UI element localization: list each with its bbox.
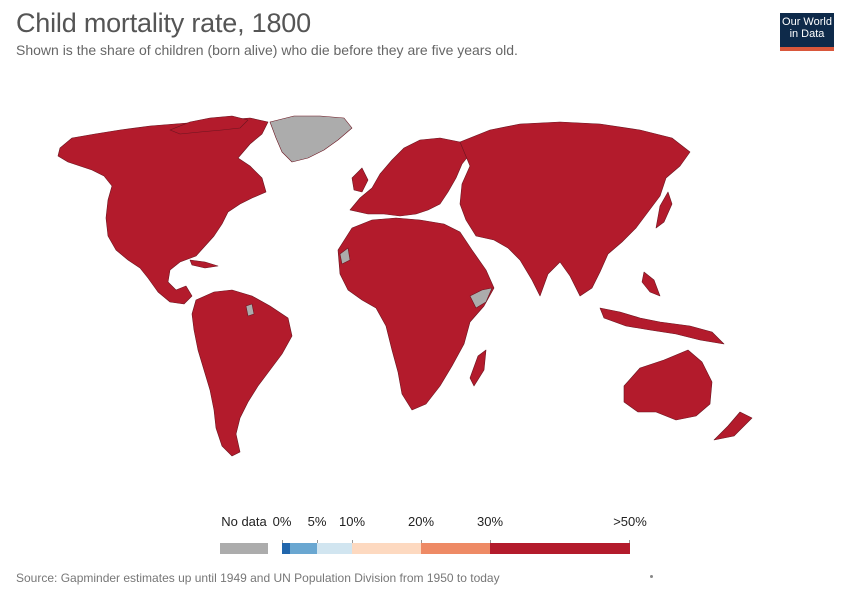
- region-africa[interactable]: [337, 217, 495, 411]
- region-south-america[interactable]: [191, 289, 293, 457]
- region-madagascar[interactable]: [469, 349, 487, 387]
- region-british-isles[interactable]: [351, 167, 369, 193]
- legend-tick: [317, 540, 318, 544]
- source-note: Source: Gapminder estimates up until 194…: [16, 571, 500, 585]
- legend-no-data-label: No data: [221, 514, 267, 529]
- region-greenland[interactable]: [269, 115, 353, 163]
- legend-label-0: 0%: [272, 514, 292, 529]
- world-map[interactable]: [0, 100, 850, 480]
- legend-label-30: 30%: [476, 514, 504, 529]
- legend-tick: [282, 540, 283, 544]
- legend-label-50: >50%: [613, 514, 647, 529]
- region-arctic-islands[interactable]: [169, 115, 249, 135]
- legend-bin-10[interactable]: [317, 543, 352, 554]
- owid-logo[interactable]: Our World in Data: [780, 13, 834, 51]
- legend-no-data-swatch[interactable]: [220, 543, 268, 554]
- region-caribbean[interactable]: [189, 259, 219, 269]
- region-asia[interactable]: [459, 121, 691, 297]
- legend-bin-5[interactable]: [290, 543, 317, 554]
- legend-tick: [629, 540, 630, 544]
- region-australia[interactable]: [623, 349, 713, 421]
- region-western-sahara[interactable]: [339, 247, 351, 265]
- legend-label-10: 10%: [338, 514, 366, 529]
- region-japan[interactable]: [655, 191, 673, 229]
- region-indonesia[interactable]: [599, 307, 725, 345]
- decorative-dot: [650, 575, 653, 578]
- logo-line-1: Our World: [782, 16, 832, 28]
- region-philippines[interactable]: [641, 271, 661, 297]
- chart-subtitle: Shown is the share of children (born ali…: [16, 42, 518, 58]
- logo-line-2: in Data: [789, 28, 825, 40]
- legend-tick: [490, 540, 491, 544]
- legend-bin-0[interactable]: [282, 543, 290, 554]
- legend-tick: [352, 540, 353, 544]
- region-new-zealand[interactable]: [713, 411, 753, 441]
- legend-label-5: 5%: [307, 514, 327, 529]
- chart-title: Child mortality rate, 1800: [16, 8, 311, 38]
- legend-tick: [421, 540, 422, 544]
- legend-bin-20[interactable]: [352, 543, 421, 554]
- region-somalia[interactable]: [469, 287, 493, 309]
- legend-bin-50[interactable]: [490, 543, 630, 554]
- region-north-america[interactable]: [57, 117, 269, 305]
- region-europe[interactable]: [349, 137, 471, 217]
- legend-label-20: 20%: [407, 514, 435, 529]
- region-french-guiana[interactable]: [245, 303, 255, 317]
- legend-bin-30[interactable]: [421, 543, 490, 554]
